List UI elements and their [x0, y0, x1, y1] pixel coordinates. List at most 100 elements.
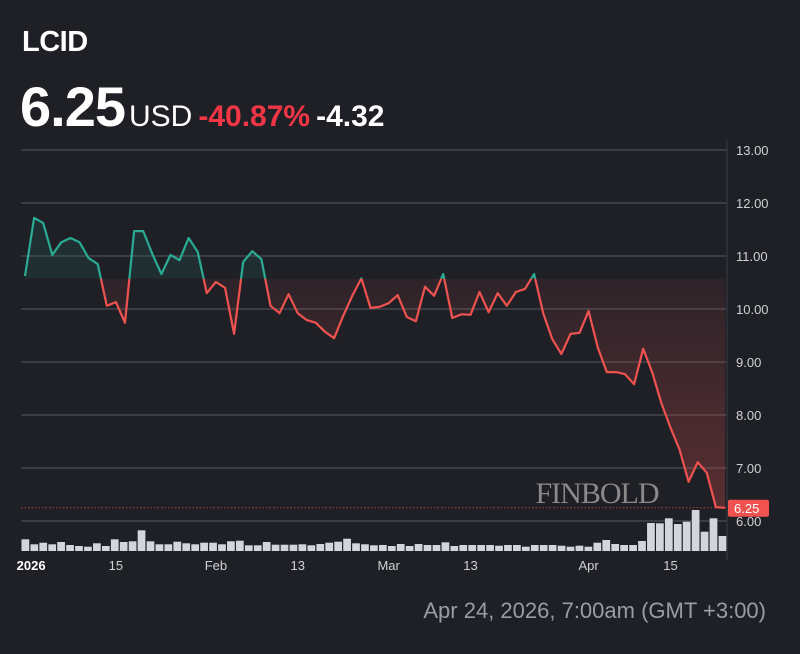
volume-bar [539, 545, 548, 551]
volume-bar [262, 542, 271, 551]
volume-bar [548, 545, 557, 551]
grid-lines [21, 140, 728, 560]
volume-bar [343, 538, 351, 551]
x-tick-label: 15 [109, 558, 123, 573]
volume-bar [673, 524, 682, 551]
volume-bar [21, 539, 30, 551]
y-tick-label: 7.00 [736, 461, 761, 476]
volume-bar [280, 544, 289, 551]
last-price-label: 6.25 [734, 501, 759, 516]
y-tick-label: 11.00 [736, 249, 768, 264]
volume-bar [575, 545, 584, 551]
x-tick-label: 13 [463, 558, 477, 573]
volume-bar [218, 544, 226, 551]
volume-bar [664, 518, 673, 551]
volume-bar [396, 544, 405, 551]
volume-bar [432, 545, 441, 551]
x-tick-label: 13 [290, 558, 304, 573]
volume-bar [700, 531, 709, 551]
volume-bar [638, 541, 646, 551]
volume-bar [325, 542, 334, 551]
volume-bar [110, 539, 119, 551]
last-price-marker: 6.25 [21, 499, 769, 517]
volume-bar [137, 530, 146, 551]
volume-bar [200, 542, 208, 551]
quote-row: 6.25 USD -40.87% -4.32 [20, 74, 384, 139]
volume-bar [244, 545, 253, 551]
volume-bar [521, 546, 530, 551]
volume-bar [441, 542, 450, 551]
volume-bar [191, 544, 200, 551]
volume-bar [289, 544, 298, 551]
price-line [23, 216, 726, 509]
currency: USD [129, 100, 193, 133]
volume-bar [405, 546, 414, 551]
volume-bar [593, 542, 602, 551]
x-tick-label: Feb [205, 558, 227, 573]
volume-bar [477, 545, 486, 551]
volume-bar [235, 540, 244, 551]
finbold-watermark: FINBOLD [535, 477, 658, 510]
y-tick-label: 12.00 [736, 196, 769, 211]
volume-bar [584, 546, 593, 551]
y-tick-label: 6.00 [736, 514, 761, 529]
volume-bar [647, 523, 655, 551]
volume-bar [378, 545, 387, 551]
y-tick-label: 9.00 [736, 355, 761, 370]
volume-bar [691, 510, 700, 551]
volume-bar [75, 546, 83, 551]
x-tick-label: Mar [377, 558, 400, 573]
last-price-badge [728, 499, 769, 517]
x-tick-label: Apr [579, 558, 600, 573]
volume-bar [271, 544, 280, 551]
volume-bar [361, 544, 369, 551]
volume-bar [334, 541, 343, 551]
volume-bar [173, 541, 182, 551]
x-tick-label: 15 [663, 558, 677, 573]
volume-bar [298, 544, 307, 551]
volume-bar [48, 544, 57, 551]
volume-bar [557, 545, 566, 551]
volume-bar [101, 546, 110, 551]
volume-bar [629, 545, 637, 551]
volume-bar [709, 518, 718, 551]
volume-bar [504, 545, 512, 551]
volume-bar [450, 546, 459, 551]
y-tick-label: 8.00 [736, 408, 761, 423]
volume-bar [182, 543, 191, 551]
volume-bar [128, 541, 137, 551]
volume-bar [486, 545, 494, 551]
volume-bar [513, 545, 521, 551]
volume-bar [39, 542, 48, 551]
change-percent: -40.87% [198, 100, 311, 133]
volume-bar [414, 544, 423, 551]
volume-bar [316, 544, 325, 551]
volume-bar [682, 521, 691, 551]
volume-bar [119, 542, 128, 551]
current-price: 6.25 [20, 75, 126, 138]
change-absolute: -4.32 [316, 100, 385, 133]
volume-bar [718, 536, 727, 551]
volume-bar [387, 546, 396, 551]
y-tick-label: 13.00 [736, 143, 769, 158]
volume-bar [495, 545, 503, 551]
volume-bar [253, 545, 262, 551]
x-axis: 2026 15 Feb 13 Mar 13 Apr 15 [17, 558, 678, 573]
x-tick-label: 2026 [17, 558, 46, 573]
volume-bar [620, 545, 628, 551]
volume-bar [566, 546, 575, 551]
y-tick-label: 10.00 [736, 302, 769, 317]
volume-bar [164, 544, 173, 551]
volume-bar [352, 543, 360, 551]
volume-bar [209, 542, 217, 551]
price-line-up [23, 216, 537, 279]
volume-bar [92, 543, 101, 551]
volume-bar [57, 542, 65, 551]
volume-bar [611, 544, 620, 551]
y-axis: 13.00 12.00 11.00 10.00 9.00 8.00 7.00 6.00 [736, 143, 769, 529]
volume-bar [602, 540, 611, 551]
volume-bar [307, 545, 316, 551]
ticker-symbol: LCID [22, 26, 88, 58]
volume-bar [423, 545, 432, 551]
